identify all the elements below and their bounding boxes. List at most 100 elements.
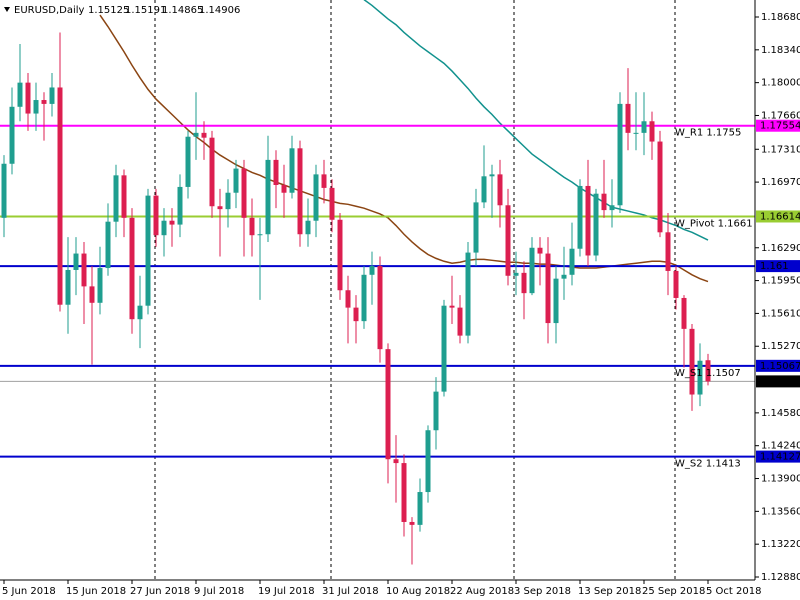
candle-body [521, 272, 527, 294]
x-tick-label: 15 Jun 2018 [66, 586, 126, 597]
x-tick-label: 25 Sep 2018 [642, 586, 705, 597]
candle-body [33, 100, 39, 114]
y-tick-label: 1.14580 [761, 408, 800, 419]
candle-body [353, 307, 359, 322]
x-tick-label: 10 Aug 2018 [386, 586, 450, 597]
candle-body [105, 221, 111, 269]
level-price-box [756, 210, 800, 223]
y-tick-label: 1.18680 [761, 12, 800, 23]
header: EURUSD,Daily 1.15125 1.15191 1.14865 1.1… [4, 5, 240, 16]
candle-body [169, 220, 175, 225]
y-tick-label: 1.15950 [761, 276, 800, 287]
x-tick-label: 19 Jul 2018 [258, 586, 315, 597]
candle-body [129, 217, 135, 320]
level-annotation: W_S1 1.1507 [675, 368, 741, 379]
candle-body [201, 132, 207, 138]
candle-body [161, 220, 167, 236]
candle-body [569, 248, 575, 275]
y-tick-label: 1.18340 [761, 45, 800, 56]
candle-body [417, 492, 423, 525]
candle-body [561, 274, 567, 279]
candle-body [345, 290, 351, 308]
y-tick-label: 1.13220 [761, 539, 800, 550]
candle-body [153, 195, 159, 236]
candle-body [145, 195, 151, 306]
candle-body [369, 266, 375, 275]
candle-body [609, 205, 615, 211]
candle-body [57, 87, 63, 305]
candle-body [217, 206, 223, 210]
candle-body [281, 184, 287, 193]
level-price-box [756, 375, 800, 388]
candle-body [529, 247, 535, 294]
candle-body [17, 82, 23, 107]
candle-body [617, 103, 623, 206]
candle-body [657, 141, 663, 233]
candle-body [497, 174, 503, 206]
candle-body [385, 349, 391, 460]
candle-body [337, 219, 343, 291]
candle-body [265, 159, 271, 235]
candle-body [697, 360, 703, 395]
header-close: 1.14906 [199, 5, 240, 16]
candle-body [97, 268, 103, 303]
level-annotation: W_Pivot 1.1661 [675, 218, 753, 229]
candle-body [209, 137, 215, 207]
x-tick-label: 5 Jun 2018 [2, 586, 56, 597]
candle-body [441, 305, 447, 392]
candle-body [553, 278, 559, 324]
y-tick-label: 1.18000 [761, 78, 800, 89]
header-high: 1.15191 [125, 5, 166, 16]
level-price-box [756, 359, 800, 372]
header-open: 1.15125 [88, 5, 129, 16]
candle-body [545, 253, 551, 324]
level-price-label: 1.16614 [760, 211, 800, 222]
y-tick-label: 1.17310 [761, 144, 800, 155]
candle-body [625, 103, 631, 133]
candle-body [81, 253, 87, 287]
candle-body [121, 175, 127, 218]
y-tick-label: 1.12880 [761, 572, 800, 583]
candle-body [137, 305, 143, 320]
candle-body [1, 163, 7, 218]
level-annotation: W_R1 1.1755 [675, 128, 741, 139]
x-tick-label: 5 Oct 2018 [706, 586, 761, 597]
candle-body [73, 253, 79, 270]
candle-body [313, 174, 319, 221]
candle-body [185, 136, 191, 187]
candle-body [633, 132, 639, 134]
candle-body [705, 360, 711, 382]
candle-body [273, 159, 279, 185]
candle-body [481, 176, 487, 203]
candle-body [465, 252, 471, 336]
candle-body [177, 186, 183, 225]
x-tick-label: 31 Jul 2018 [322, 586, 379, 597]
y-tick-label: 1.15270 [761, 341, 800, 352]
candle-body [425, 430, 431, 493]
candle-body [297, 148, 303, 235]
candle-body [193, 132, 199, 137]
candle-body [393, 459, 399, 464]
candle-body [233, 168, 239, 193]
candle-body [449, 305, 455, 308]
y-tick-label: 1.13560 [761, 506, 800, 517]
level-price-box [756, 119, 800, 132]
level-price-box [756, 450, 800, 463]
x-tick-label: 13 Sep 2018 [578, 586, 641, 597]
level-price-box [756, 260, 800, 273]
candle-body [457, 307, 463, 336]
y-tick-label: 1.16290 [761, 243, 800, 254]
level-price-label: 1.15067 [760, 361, 800, 372]
candle-body [505, 205, 511, 276]
candle-body [361, 274, 367, 322]
candle-body [25, 82, 31, 114]
candle-body [649, 121, 655, 142]
level-annotation: W_S2 1.1413 [675, 459, 741, 470]
candle-body [321, 174, 327, 188]
candle-body [241, 168, 247, 218]
candle-body [305, 220, 311, 235]
x-tick-label: 3 Sep 2018 [514, 586, 571, 597]
candle-body [689, 328, 695, 395]
candle-body [665, 232, 671, 271]
